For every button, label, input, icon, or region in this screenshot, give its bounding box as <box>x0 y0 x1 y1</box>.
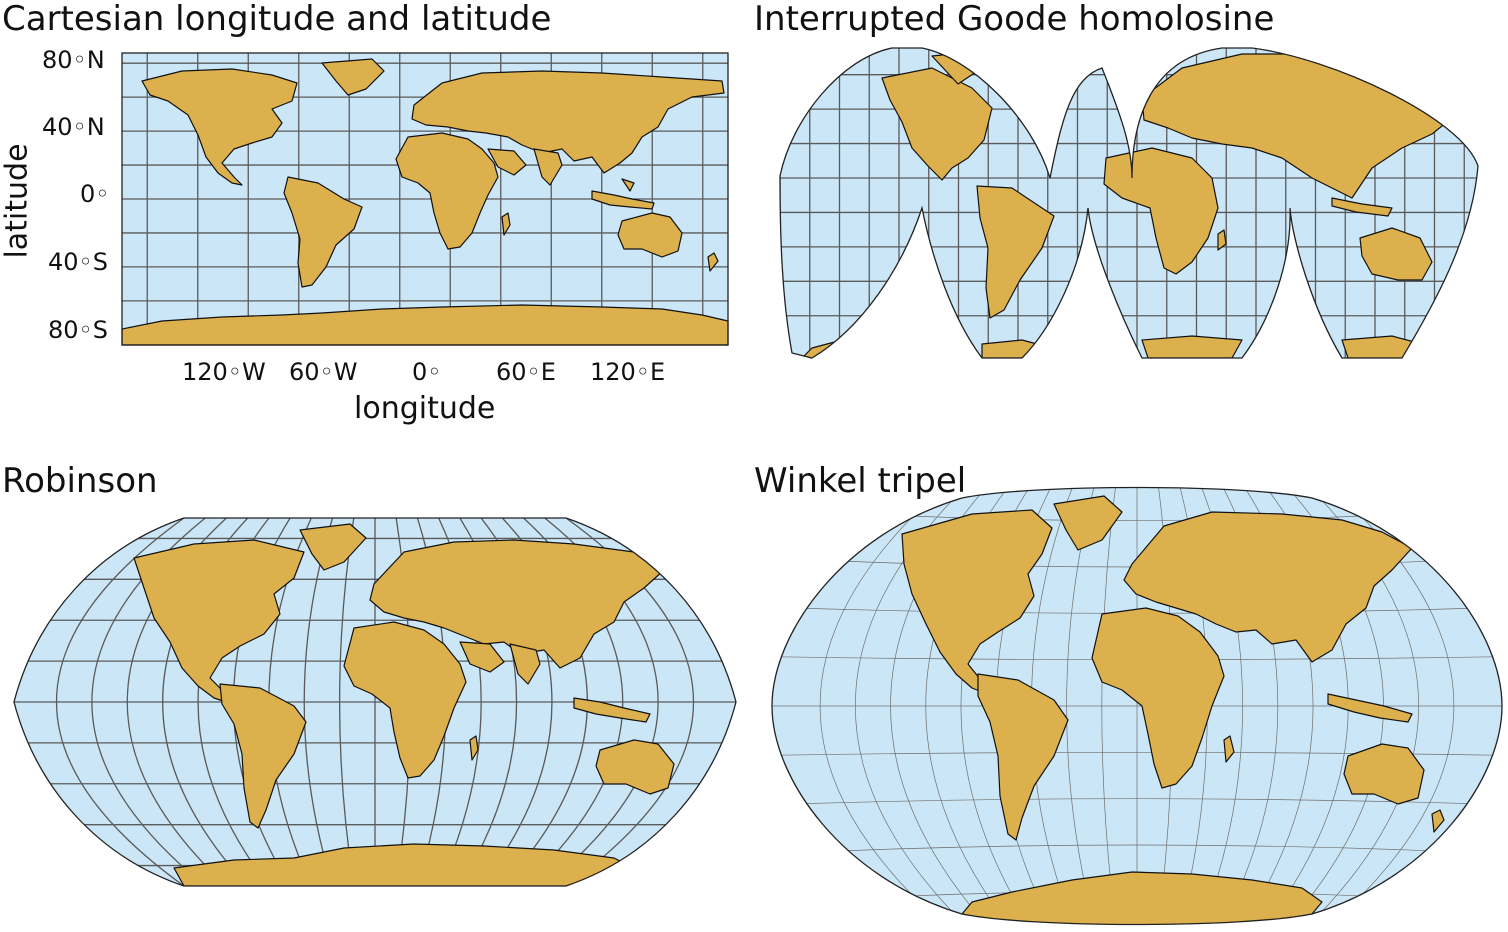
land-north-america <box>133 539 305 705</box>
land-indonesia <box>591 178 655 210</box>
panel-title-cartesian: Cartesian longitude and latitude <box>2 0 552 39</box>
map-cartesian <box>121 52 729 346</box>
land-indonesia <box>1327 693 1413 723</box>
land-antarctica <box>961 871 1323 925</box>
x-tick-60e: 60◦E <box>496 358 556 386</box>
land-indonesia <box>1331 197 1393 217</box>
y-tick-80s: 80◦S <box>48 316 108 344</box>
land-australia <box>617 212 683 258</box>
land-antarctica-3 <box>1141 335 1243 358</box>
x-tick-120e: 120◦E <box>590 358 666 386</box>
land-antarctica <box>173 843 635 886</box>
land-north-america <box>141 68 298 186</box>
land-africa <box>343 621 467 779</box>
panel-title-robinson: Robinson <box>2 461 158 501</box>
land-greenland <box>1053 495 1123 551</box>
continents <box>133 523 703 886</box>
continents <box>801 51 1453 358</box>
land-madagascar <box>469 735 479 761</box>
land-greenland <box>321 58 385 96</box>
land-antarctica-2 <box>981 339 1053 358</box>
land-north-america <box>901 509 1053 697</box>
y-tick-80n: 80◦N <box>42 46 105 74</box>
land-greenland <box>299 523 367 571</box>
land-eurasia <box>411 70 725 174</box>
land-madagascar <box>1217 229 1227 251</box>
x-tick-120w: 120◦W <box>182 358 266 386</box>
map-goode <box>779 47 1479 359</box>
land-south-america <box>283 176 363 288</box>
land-africa <box>395 132 499 250</box>
land-south-america <box>977 673 1069 841</box>
y-tick-40s: 40◦S <box>48 248 108 276</box>
land-new-zealand <box>707 252 719 272</box>
panel-title-winkel: Winkel tripel <box>754 461 967 501</box>
land-new-zealand <box>689 793 703 815</box>
land-australia <box>1359 227 1433 281</box>
land-madagascar <box>501 212 511 236</box>
land-madagascar <box>1223 735 1235 763</box>
x-tick-60w: 60◦W <box>289 358 358 386</box>
x-tick-0: 0◦ <box>412 358 442 386</box>
y-axis-label: latitude <box>0 143 35 259</box>
land-australia <box>595 739 675 795</box>
land-eurasia <box>1123 511 1413 663</box>
land-africa <box>1103 147 1219 275</box>
map-winkel <box>771 486 1503 926</box>
land-south-america <box>976 185 1055 319</box>
land-arabia-india <box>487 148 563 186</box>
land-indonesia <box>573 697 651 723</box>
graticule-line <box>772 844 1502 855</box>
land-south-america <box>219 683 307 829</box>
map-robinson <box>13 517 737 887</box>
land-new-zealand <box>1431 809 1445 833</box>
land-australia <box>1343 743 1425 805</box>
land-arabia-india <box>459 641 541 685</box>
continents <box>121 58 729 346</box>
land-africa <box>1091 607 1225 789</box>
land-eurasia <box>369 539 665 669</box>
continents <box>901 495 1445 925</box>
panel-title-goode: Interrupted Goode homolosine <box>754 0 1275 39</box>
y-tick-0: 0◦ <box>80 180 110 208</box>
land-north-america <box>881 67 993 181</box>
y-tick-40n: 40◦N <box>42 113 105 141</box>
x-axis-label: longitude <box>354 391 496 426</box>
